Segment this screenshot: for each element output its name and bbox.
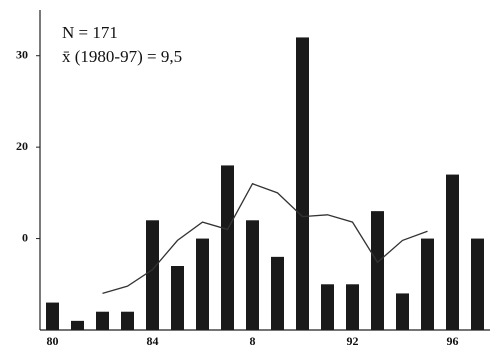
- x-tick-label: 84: [147, 334, 159, 348]
- bar: [271, 256, 284, 330]
- bar: [446, 174, 459, 330]
- bar: [296, 37, 309, 331]
- bar: [246, 220, 259, 330]
- bar: [221, 165, 234, 330]
- bar: [346, 284, 359, 330]
- bar: [321, 284, 334, 330]
- bar: [71, 320, 84, 330]
- x-tick-label: 8: [250, 334, 256, 348]
- bar: [396, 293, 409, 330]
- bar: [421, 238, 434, 330]
- y-tick-label: 0: [22, 230, 28, 244]
- y-tick-label: 30: [16, 47, 28, 61]
- bar: [371, 211, 384, 330]
- bar: [146, 220, 159, 330]
- trend-line: [102, 182, 428, 295]
- bar: [196, 238, 209, 330]
- annotation: x̄ (1980-97) = 9,5: [62, 47, 182, 66]
- x-tick-label: 80: [47, 334, 59, 348]
- x-tick-label: 96: [447, 334, 459, 348]
- bar: [471, 238, 484, 330]
- x-tick-label: 92: [347, 334, 359, 348]
- y-tick-label: 20: [16, 139, 28, 153]
- bar: [96, 311, 109, 330]
- bar: [171, 266, 184, 330]
- annotation: N = 171: [62, 23, 118, 42]
- bar: [121, 311, 134, 330]
- bar: [46, 302, 59, 330]
